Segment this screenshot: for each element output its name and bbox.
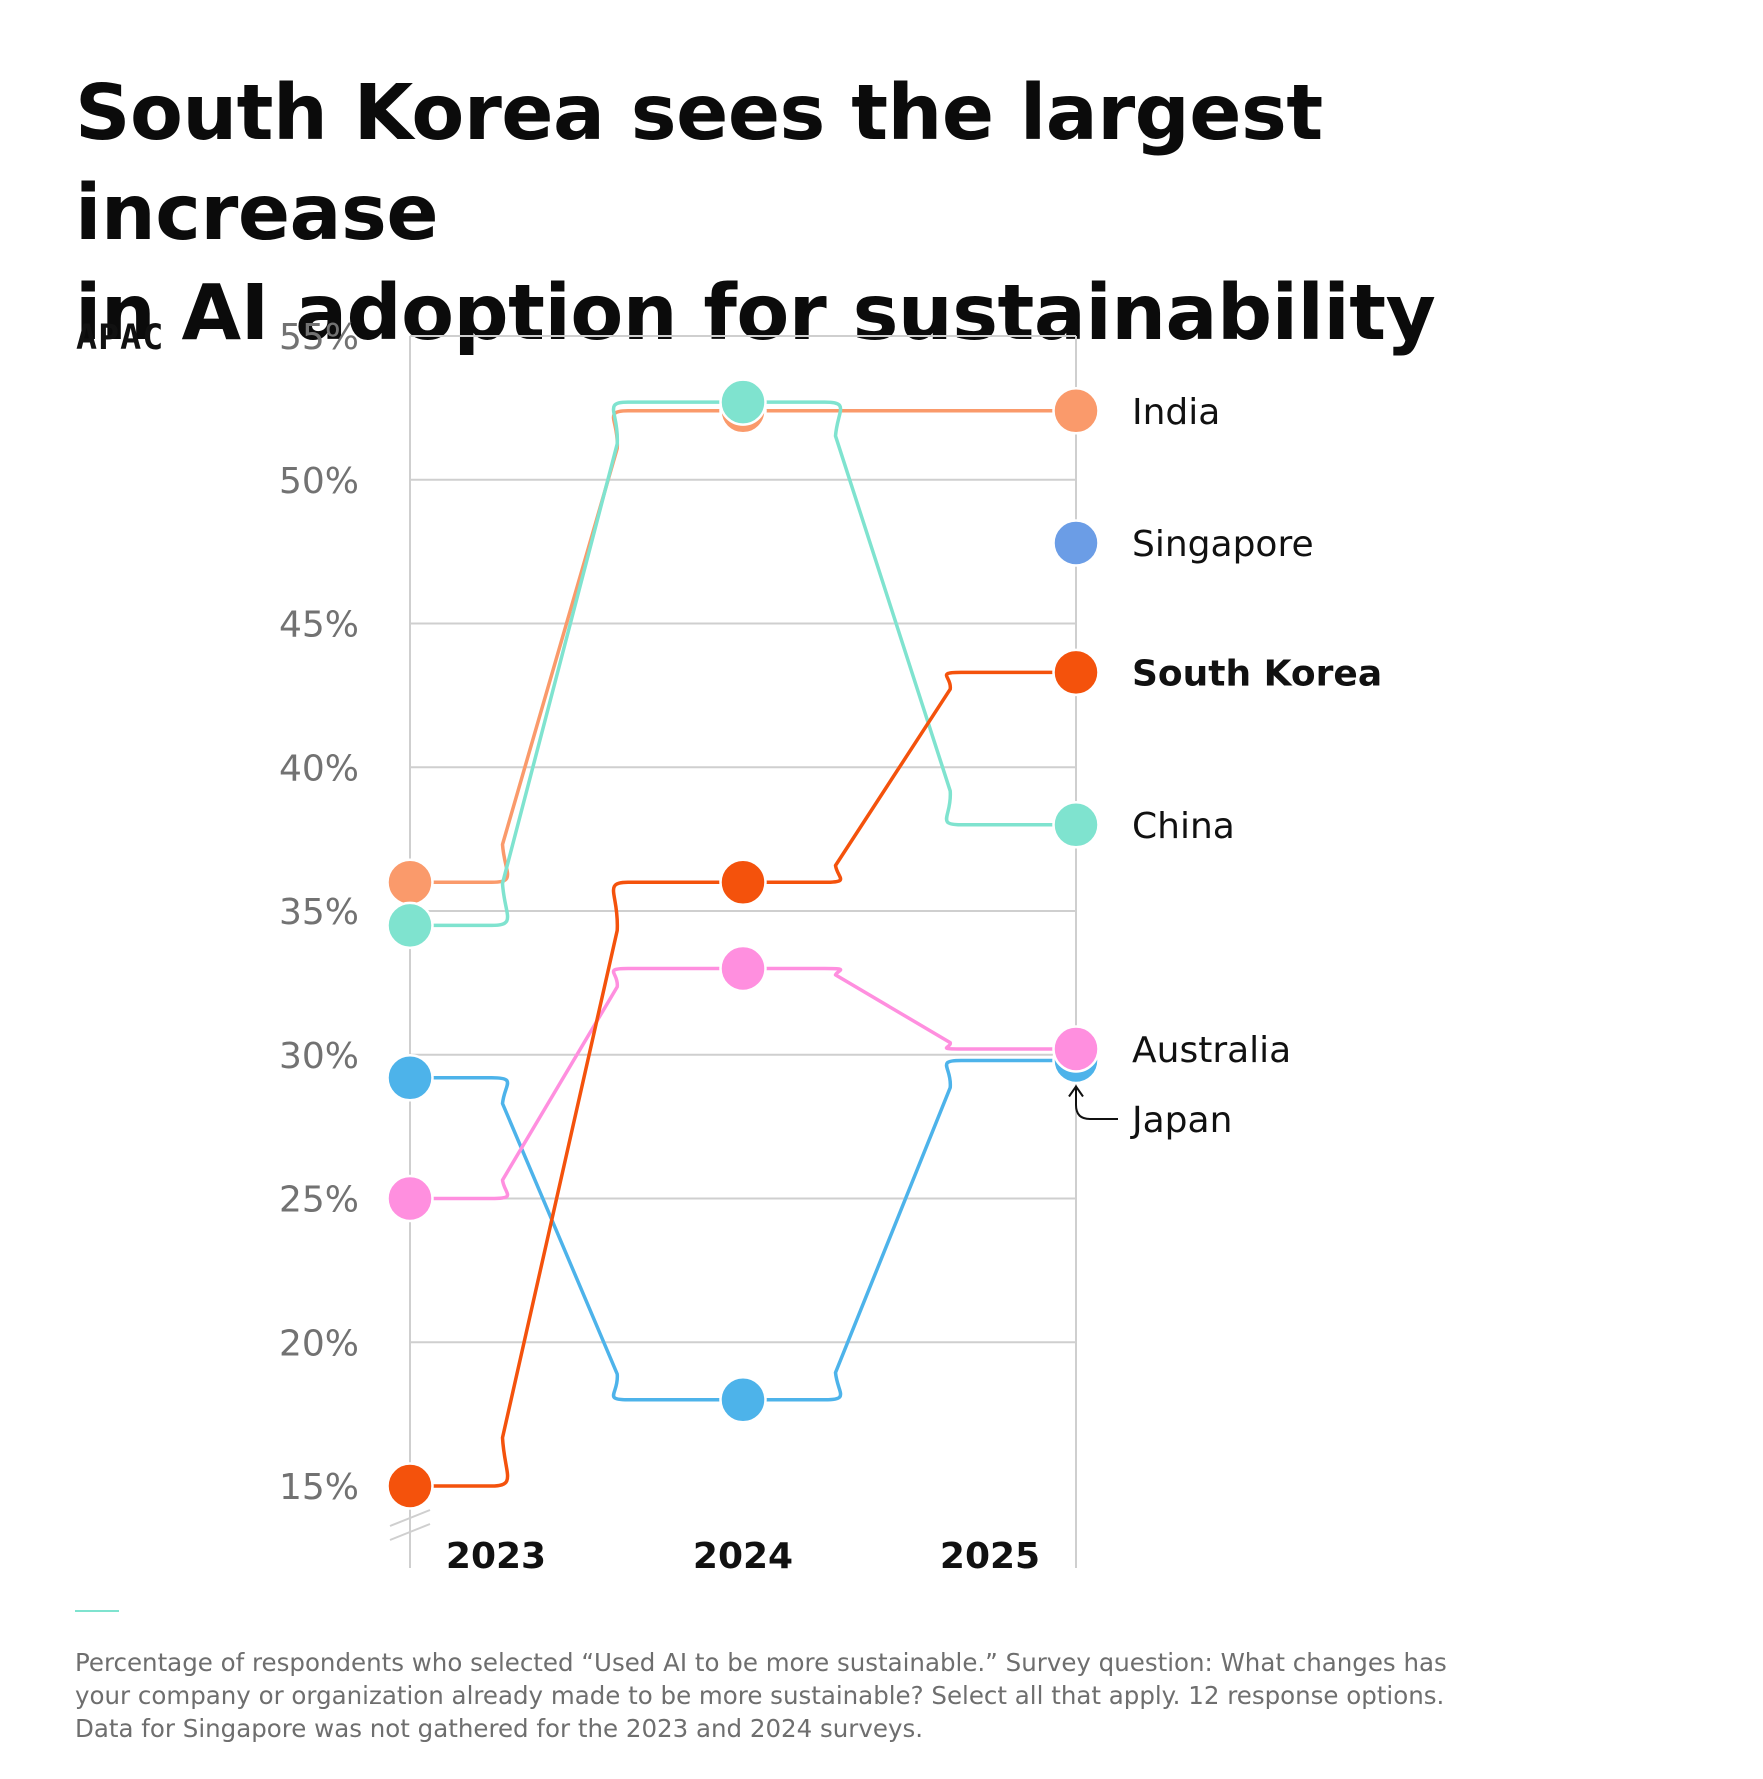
axis-break-mark [389, 1509, 431, 1527]
axis-break-mark [389, 1523, 431, 1541]
data-point-china [719, 378, 767, 426]
series-label-china: China [1132, 806, 1235, 847]
series-line-japan [408, 1058, 1078, 1402]
y-axis-ticks: 15% 20% 25% 30% 35% 40% 45% 50% 55% [279, 317, 359, 1508]
footnote-line-3: Data for Singapore was not gathered for … [75, 1714, 924, 1743]
y-tick-label: 55% [279, 317, 359, 358]
footnote-line-1: Percentage of respondents who selected “… [75, 1648, 1447, 1677]
y-tick-label: 40% [279, 748, 359, 789]
series-line-india [408, 409, 1078, 885]
data-point-japan [719, 1376, 767, 1424]
series-lines [408, 400, 1078, 1488]
series-label-australia: Australia [1132, 1030, 1291, 1071]
series-label-south-korea: South Korea [1132, 653, 1382, 694]
region-label: APAC [76, 318, 165, 358]
chart-title: South Korea sees the largest increase in… [75, 64, 1695, 364]
series-label-japan: Japan [1130, 1100, 1232, 1141]
y-tick-label: 50% [279, 461, 359, 502]
data-point-south-korea [719, 858, 767, 907]
x-tick-label: 2025 [940, 1536, 1040, 1577]
data-point-south-korea [1052, 648, 1100, 697]
data-point-china [386, 901, 434, 950]
chart-title-line-1: South Korea sees the largest increase [75, 69, 1323, 258]
footnote: Percentage of respondents who selected “… [75, 1646, 1695, 1745]
y-tick-label: 20% [279, 1323, 359, 1364]
chart-title-line-2: in AI adoption for sustainability [75, 269, 1436, 358]
footnote-divider [75, 1610, 119, 1612]
series-line-south-korea [408, 670, 1078, 1488]
y-tick-label: 35% [279, 892, 359, 933]
series-label-singapore: Singapore [1132, 524, 1314, 565]
y-tick-label: 15% [279, 1467, 359, 1508]
data-point-japan [386, 1054, 434, 1102]
x-axis-ticks: 2023 2024 2025 [446, 1536, 1040, 1577]
data-point-australia [719, 944, 767, 993]
series-labels: India China Japan Australia South Korea Singa… [1068, 392, 1382, 1141]
data-point-india [386, 858, 434, 907]
series-label-india: India [1132, 392, 1220, 433]
y-tick-label: 25% [279, 1180, 359, 1221]
x-tick-label: 2023 [446, 1536, 546, 1577]
data-point-singapore [1052, 519, 1100, 567]
x-tick-label: 2024 [693, 1536, 793, 1577]
y-tick-label: 30% [279, 1036, 359, 1077]
y-tick-label: 45% [279, 605, 359, 646]
series-line-australia [408, 966, 1078, 1201]
japan-leader-arrowhead [1068, 1084, 1084, 1098]
japan-leader-line [1075, 1086, 1118, 1120]
data-point-australia [1052, 1025, 1100, 1073]
data-point-india [1052, 387, 1100, 435]
series-points [386, 378, 1100, 1510]
data-point-south-korea [386, 1462, 434, 1510]
footnote-line-2: your company or organization already mad… [75, 1681, 1445, 1710]
data-point-australia [386, 1174, 434, 1223]
data-point-china [1052, 801, 1100, 849]
